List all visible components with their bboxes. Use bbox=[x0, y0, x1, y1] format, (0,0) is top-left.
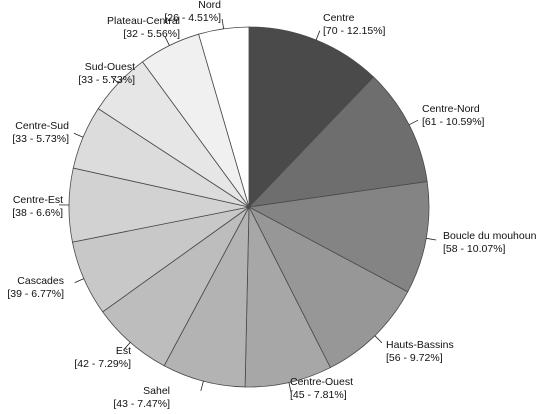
leader-line-sud-ouest bbox=[110, 76, 119, 84]
leader-line-nord bbox=[221, 18, 224, 29]
pie-slice-centre-nord bbox=[247, 76, 428, 208]
slice-label-value: [45 - 7.81%] bbox=[290, 389, 347, 401]
pie-slice-boucle-du-mouhoun bbox=[247, 181, 430, 293]
slice-label-value: [61 - 10.59%] bbox=[422, 116, 485, 128]
slice-label-value: [32 - 5.56%] bbox=[123, 28, 180, 40]
slice-label-name: Sud-Ouest bbox=[85, 61, 135, 73]
slice-label-cascades: Cascades [39 - 6.77%] bbox=[7, 275, 64, 300]
leader-line-plateau-central bbox=[164, 36, 170, 46]
slice-label-name: Centre-Est bbox=[13, 194, 63, 206]
leader-line-centre bbox=[315, 30, 321, 41]
slice-label-value: [70 - 12.15%] bbox=[323, 25, 386, 37]
pie-slice-hauts-bassins bbox=[248, 206, 409, 369]
slice-labels: Centre [70 - 12.15%] Centre-Nord [61 - 10.5… bbox=[7, 0, 536, 410]
slice-label-name: Boucle du mouhoun bbox=[443, 230, 537, 242]
slice-label-value: [42 - 7.29%] bbox=[74, 358, 131, 370]
slice-label-name: Sahel bbox=[143, 385, 170, 397]
slice-label-name: Cascades bbox=[17, 275, 64, 287]
slice-label-boucle-du-mouhoun: Boucle du mouhoun [58 - 10.07%] bbox=[443, 230, 537, 255]
slice-label-value: [26 - 4.51%] bbox=[164, 12, 221, 24]
leader-line-centre-sud bbox=[73, 132, 84, 138]
slice-label-value: [38 - 6.6%] bbox=[12, 207, 63, 219]
slice-label-sud-ouest: Sud-Ouest [33 - 5.73%] bbox=[78, 61, 135, 86]
slice-label-name: Centre-Nord bbox=[422, 103, 480, 115]
slice-label-sahel: Sahel [43 - 7.47%] bbox=[113, 385, 170, 410]
slice-label-centre: Centre [70 - 12.15%] bbox=[323, 12, 386, 37]
slice-label-name: Centre-Ouest bbox=[290, 376, 353, 388]
leader-line-centre-nord bbox=[408, 119, 419, 126]
slice-label-name: Centre-Sud bbox=[15, 120, 69, 132]
slice-label-name: Centre bbox=[323, 12, 355, 24]
slice-label-nord: Nord [26 - 4.51%] bbox=[164, 0, 221, 24]
leader-line-sahel bbox=[200, 380, 204, 391]
leader-line-hauts-bassins bbox=[374, 335, 383, 344]
slice-label-name: Plateau-Central bbox=[107, 15, 180, 27]
slice-label-value: [33 - 5.73%] bbox=[78, 74, 135, 86]
pie-slice-nord bbox=[198, 26, 250, 208]
slice-label-value: [39 - 6.77%] bbox=[7, 288, 64, 300]
leader-line-boucle-du-mouhoun bbox=[426, 237, 437, 241]
leader-line-est bbox=[123, 342, 131, 351]
slice-label-value: [56 - 9.72%] bbox=[386, 352, 443, 364]
slice-label-centre-ouest: Centre-Ouest [45 - 7.81%] bbox=[290, 376, 353, 401]
pie-slices bbox=[68, 26, 430, 388]
slice-label-hauts-bassins: Hauts-Bassins [56 - 9.72%] bbox=[386, 339, 454, 364]
pie-slice-centre bbox=[248, 26, 375, 208]
slice-label-name: Nord bbox=[198, 0, 221, 11]
slice-label-name: Est bbox=[116, 345, 131, 357]
leader-line-cascades bbox=[74, 278, 85, 283]
slice-label-name: Hauts-Bassins bbox=[386, 339, 454, 351]
slice-label-centre-nord: Centre-Nord [61 - 10.59%] bbox=[422, 103, 485, 128]
slice-label-plateau-central: Plateau-Central [32 - 5.56%] bbox=[107, 15, 180, 40]
slice-label-value: [58 - 10.07%] bbox=[443, 243, 506, 255]
slice-label-est: Est [42 - 7.29%] bbox=[74, 345, 131, 370]
leader-line-centre-ouest bbox=[288, 382, 292, 393]
slice-label-centre-est: Centre-Est [38 - 6.6%] bbox=[12, 194, 63, 219]
slice-label-centre-sud: Centre-Sud [33 - 5.73%] bbox=[12, 120, 69, 145]
slice-label-value: [43 - 7.47%] bbox=[113, 398, 170, 410]
label-leader-lines bbox=[58, 18, 437, 393]
slice-label-value: [33 - 5.73%] bbox=[12, 133, 69, 145]
